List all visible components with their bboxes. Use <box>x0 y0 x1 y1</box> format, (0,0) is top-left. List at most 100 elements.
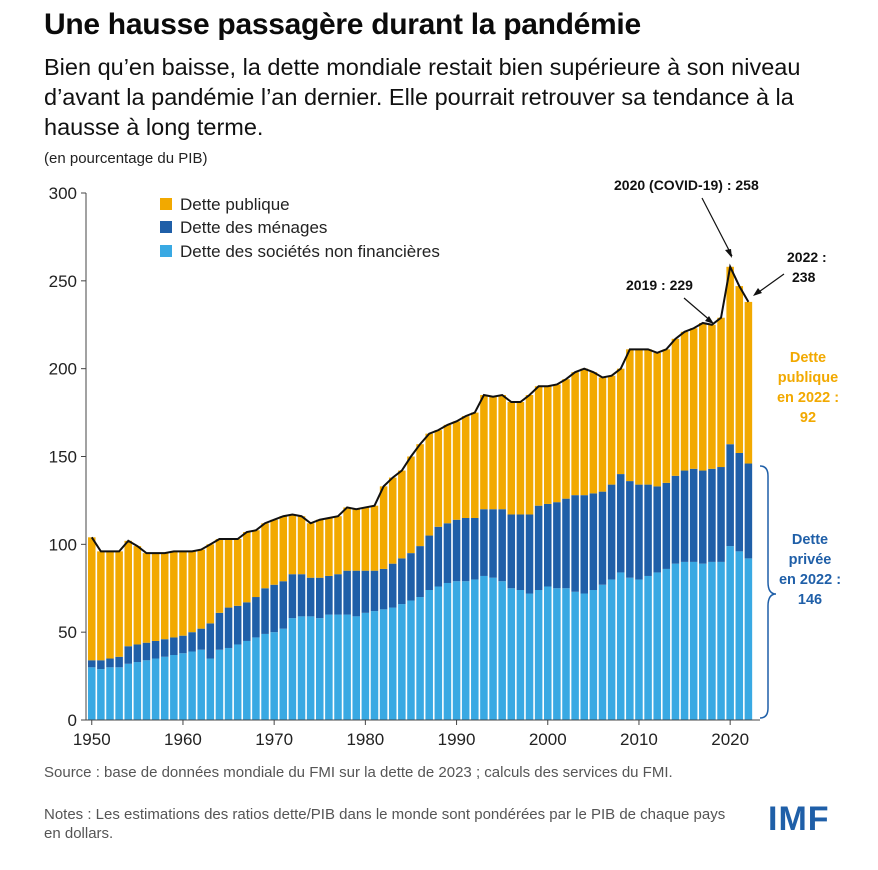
y-tick-label-100: 100 <box>49 535 77 554</box>
imf-logo: IMF <box>768 800 830 838</box>
bar-public-2017 <box>699 322 707 471</box>
bar-households-1990 <box>452 519 461 582</box>
bar-households-2002 <box>562 498 570 589</box>
bar-corporate-1975 <box>316 618 324 720</box>
bar-public-2001 <box>553 384 561 503</box>
bar-public-1983 <box>388 477 397 564</box>
bar-public-1999 <box>534 386 543 506</box>
bar-public-2015 <box>680 331 689 471</box>
bar-public-1980 <box>361 507 370 571</box>
bar-corporate-1964 <box>215 649 224 720</box>
legend-swatch-households <box>160 221 172 233</box>
chart-subtitle: Bien qu’en baisse, la dette mondiale res… <box>44 54 801 140</box>
bar-public-1963 <box>206 544 215 624</box>
bar-public-2000 <box>544 386 552 504</box>
x-tick-label-2010: 2010 <box>620 730 658 749</box>
bar-public-1959 <box>170 551 178 638</box>
bar-households-1997 <box>516 514 525 591</box>
bar-public-1960 <box>179 551 187 636</box>
bar-corporate-2004 <box>580 593 588 720</box>
bar-households-1991 <box>461 517 470 582</box>
bar-corporate-2014 <box>671 563 680 720</box>
private-2022-line1: Dette <box>792 532 828 548</box>
annotation-2019: 2019 : 229 <box>626 277 693 293</box>
bar-households-2017 <box>699 470 707 564</box>
bar-households-1956 <box>142 642 151 661</box>
bar-public-2021 <box>735 286 744 453</box>
private-2022-bracket <box>759 465 777 719</box>
bar-corporate-1960 <box>179 653 187 720</box>
bar-public-1957 <box>151 553 160 641</box>
bar-corporate-1990 <box>452 581 461 720</box>
bar-households-1954 <box>124 646 132 664</box>
bar-public-1956 <box>142 553 151 643</box>
private-2022-line4: 146 <box>798 592 822 608</box>
annotation-covid: 2020 (COVID-19) : 258 <box>614 177 759 193</box>
private-2022-line2: privée <box>789 552 832 568</box>
bar-households-1992 <box>471 517 479 580</box>
bar-households-2007 <box>607 484 616 580</box>
bar-corporate-2021 <box>735 551 744 720</box>
bar-corporate-2022 <box>744 558 753 720</box>
bar-public-1979 <box>352 509 360 571</box>
bar-households-1974 <box>306 577 315 617</box>
bar-public-2006 <box>598 377 607 492</box>
bar-public-1958 <box>160 553 169 640</box>
arrow-2022 <box>755 273 785 295</box>
bar-corporate-1987 <box>425 590 433 720</box>
bar-households-1978 <box>343 570 351 615</box>
legend: Dette publique Dette des ménages Dette d… <box>160 195 440 261</box>
bar-corporate-2009 <box>626 577 634 720</box>
bar-corporate-1980 <box>361 612 370 720</box>
bar-corporate-1971 <box>279 628 288 720</box>
bar-public-2011 <box>644 349 652 485</box>
bar-households-1955 <box>133 644 142 663</box>
bar-public-1950 <box>88 537 96 661</box>
bar-public-2007 <box>607 375 616 485</box>
y-tick-label-50: 50 <box>58 623 77 642</box>
bar-households-2018 <box>708 468 716 562</box>
bar-corporate-1958 <box>160 656 169 720</box>
bar-public-1962 <box>197 549 205 629</box>
bar-corporate-1988 <box>434 586 443 720</box>
bar-households-1963 <box>206 623 215 659</box>
bar-households-2001 <box>553 502 561 589</box>
bar-corporate-1969 <box>261 633 269 720</box>
bar-corporate-1995 <box>498 581 506 720</box>
bar-households-1982 <box>379 568 388 610</box>
bar-households-1987 <box>425 535 433 591</box>
bar-households-1986 <box>416 546 424 598</box>
bar-public-1968 <box>252 530 260 598</box>
bar-corporate-2013 <box>662 568 671 720</box>
bar-corporate-2018 <box>708 561 716 720</box>
bar-public-2002 <box>562 379 570 499</box>
bar-corporate-1961 <box>188 651 196 720</box>
notes-text: Notes : Les estimations des ratios dette… <box>44 806 726 842</box>
bar-public-2014 <box>671 338 680 476</box>
bar-public-1966 <box>233 539 242 606</box>
bar-corporate-1962 <box>197 649 205 720</box>
source-note: Source : base de données mondiale du FMI… <box>44 764 673 781</box>
bar-corporate-1989 <box>443 582 452 720</box>
bar-corporate-2001 <box>553 588 561 720</box>
bar-households-1985 <box>407 553 415 601</box>
bar-corporate-1970 <box>270 632 278 720</box>
public-2022-line1: Dette <box>790 350 826 366</box>
bar-corporate-1998 <box>525 593 534 720</box>
bar-households-1979 <box>352 570 360 617</box>
bar-households-2016 <box>689 468 698 562</box>
bar-households-2013 <box>662 482 671 569</box>
bar-corporate-1953 <box>115 667 123 720</box>
bar-corporate-1979 <box>352 616 360 720</box>
bar-households-2014 <box>671 475 680 564</box>
x-tick-label-1960: 1960 <box>164 730 202 749</box>
bar-public-1964 <box>215 539 224 613</box>
bar-corporate-2002 <box>562 588 570 720</box>
bar-corporate-1993 <box>480 575 488 720</box>
bar-households-1983 <box>388 563 397 608</box>
bar-households-2000 <box>544 503 552 587</box>
bar-public-1953 <box>115 551 123 657</box>
bar-households-2008 <box>616 474 625 573</box>
annotations: 2020 (COVID-19) : 258 2019 : 229 2022 : … <box>614 177 841 719</box>
private-2022-line3: en 2022 : <box>779 572 841 588</box>
